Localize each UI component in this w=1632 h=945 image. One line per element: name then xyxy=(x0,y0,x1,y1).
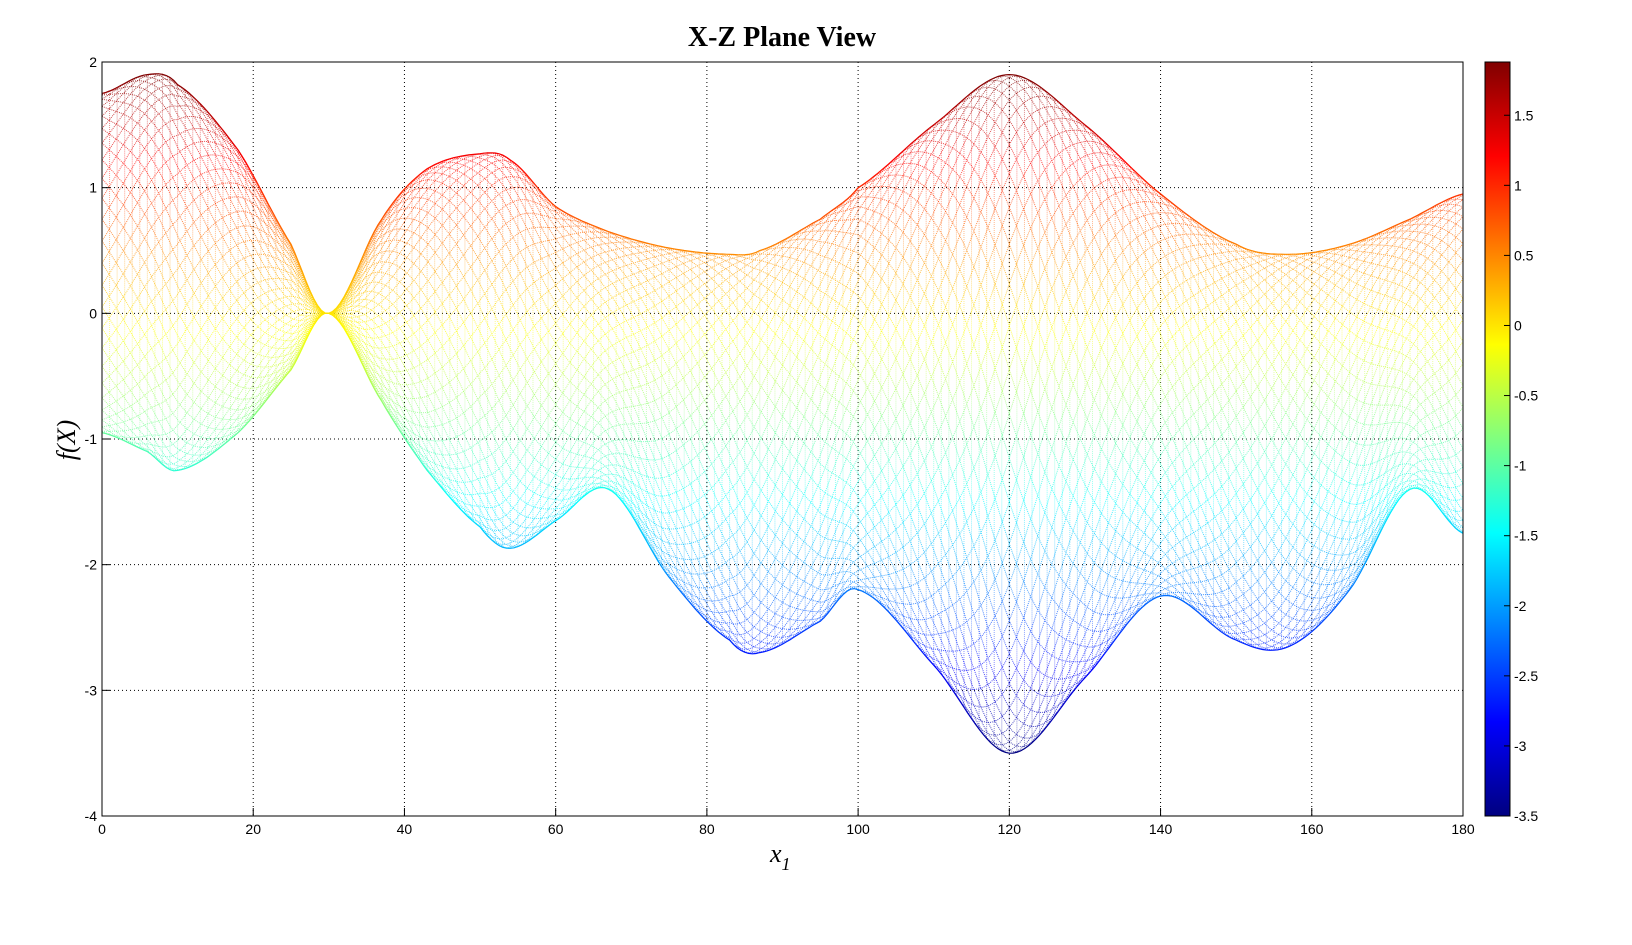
data-cloud xyxy=(101,73,1464,754)
y-tick-label: -3 xyxy=(85,682,98,698)
data-curve xyxy=(101,74,1464,622)
data-curve xyxy=(101,106,1464,651)
x-tick-label: 40 xyxy=(397,821,413,837)
colorbar xyxy=(1484,61,1511,817)
colorbar-tick-label: -3.5 xyxy=(1514,808,1538,824)
x-axis-label-subscript: 1 xyxy=(782,854,791,874)
x-axis-label: x1 xyxy=(769,839,791,874)
data-curve xyxy=(101,85,1464,641)
data-curve xyxy=(101,74,1464,627)
chart-title: X-Z Plane View xyxy=(688,22,877,53)
data-curve xyxy=(101,231,1464,736)
colorbar-tick-label: 1.5 xyxy=(1514,107,1534,123)
data-curve xyxy=(101,152,1464,621)
data-curve xyxy=(101,152,1464,645)
x-tick-label: 140 xyxy=(1149,821,1173,837)
x-tick-label: 0 xyxy=(98,821,106,837)
x-tick-label: 180 xyxy=(1451,821,1475,837)
data-curve xyxy=(101,142,1464,748)
envelope-lower xyxy=(101,312,1464,754)
x-tick-label: 80 xyxy=(699,821,715,837)
data-curve xyxy=(101,73,1464,618)
colorbar-tick-label: 1 xyxy=(1514,177,1522,193)
colorbar-tick-label: -0.5 xyxy=(1514,388,1538,404)
data-curve xyxy=(101,75,1464,631)
colorbar-tick-label: 0 xyxy=(1514,317,1522,333)
y-tick-label: 1 xyxy=(89,180,97,196)
x-tick-label: 20 xyxy=(245,821,261,837)
axis-ticks: 0 20 40 60 80 100 120 140 160 180 -4 -3 -2 -1 0 1 2 xyxy=(85,54,1475,837)
colorbar-tick-label: -1 xyxy=(1514,458,1527,474)
x-tick-label: 120 xyxy=(998,821,1022,837)
data-curve xyxy=(101,78,1464,635)
colorbar-tick-label: -3 xyxy=(1514,738,1527,754)
data-curve xyxy=(101,154,1464,613)
data-curve xyxy=(101,73,1464,616)
x-axis-label-main: x xyxy=(769,839,782,868)
data-curve xyxy=(101,117,1464,655)
y-tick-label: -2 xyxy=(85,557,98,573)
colorbar-ticks: -3.5 -3 -2.5 -2 -1.5 -1 -0.5 0 0.5 1 1.5 xyxy=(1504,107,1538,824)
colorbar-tick-label: -2 xyxy=(1514,598,1527,614)
y-axis-label: f(X) xyxy=(52,420,81,460)
y-tick-label: 2 xyxy=(89,54,97,70)
x-tick-label: 100 xyxy=(846,821,870,837)
y-tick-label: -1 xyxy=(85,431,98,447)
colorbar-tick-label: -1.5 xyxy=(1514,528,1538,544)
y-tick-label: 0 xyxy=(89,305,97,321)
y-tick-label: -4 xyxy=(85,808,98,824)
data-curve xyxy=(101,152,1464,630)
x-tick-label: 160 xyxy=(1300,821,1324,837)
data-curve xyxy=(101,176,1464,652)
x-tick-label: 60 xyxy=(548,821,564,837)
colorbar-tick-label: -2.5 xyxy=(1514,668,1538,684)
colorbar-tick-label: 0.5 xyxy=(1514,247,1534,263)
